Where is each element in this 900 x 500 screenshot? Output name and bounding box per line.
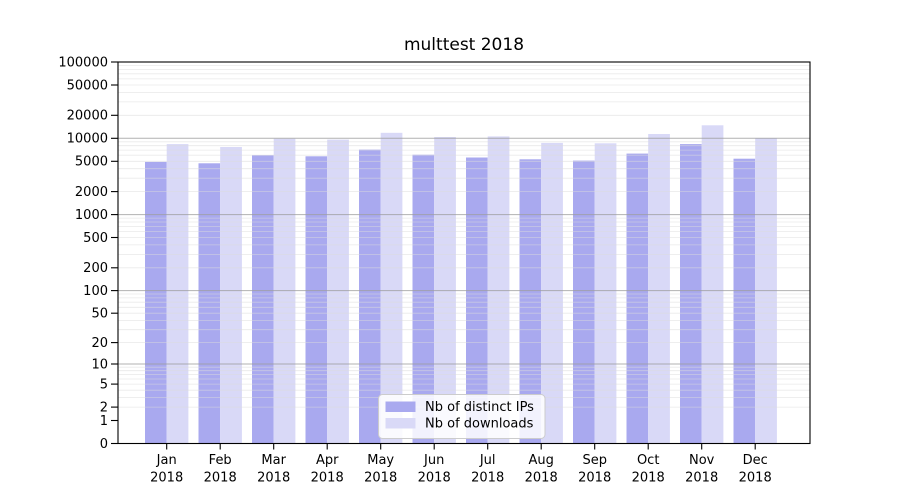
legend-label-nb-of-distinct-ips: Nb of distinct IPs <box>425 400 534 415</box>
bar-nb-of-downloads-sep-2018 <box>594 143 617 444</box>
x-axis-tick-label: Nov 2018 <box>685 453 718 486</box>
y-axis-tick-label: 2000 <box>75 185 108 200</box>
x-axis-tick-label: Dec 2018 <box>739 453 772 486</box>
bar-nb-of-downloads-feb-2018 <box>220 147 242 444</box>
y-axis-tick-label: 200 <box>83 261 108 276</box>
x-axis-tick-label: Oct 2018 <box>632 453 665 486</box>
bar-nb-of-distinct-ips-oct-2018 <box>626 153 649 444</box>
y-axis-tick-label: 20 <box>91 336 108 351</box>
legend: Nb of distinct IPs Nb of downloads <box>378 394 546 439</box>
y-axis-tick-label: 100000 <box>58 55 108 70</box>
bar-nb-of-distinct-ips-apr-2018 <box>305 156 328 444</box>
y-axis-tick-label: 10 <box>91 357 108 372</box>
y-axis-tick-label: 500 <box>83 231 108 246</box>
legend-swatch-nb-of-downloads <box>385 418 416 429</box>
legend-label-nb-of-downloads: Nb of downloads <box>425 417 534 432</box>
bar-nb-of-downloads-may-2018 <box>380 132 403 444</box>
bar-nb-of-distinct-ips-dec-2018 <box>733 158 756 444</box>
y-axis-tick-label: 0 <box>100 437 108 452</box>
chart-title: multtest 2018 <box>403 35 525 55</box>
x-axis-tick-label: Mar 2018 <box>257 453 290 486</box>
bar-nb-of-distinct-ips-mar-2018 <box>252 155 274 444</box>
y-axis-tick-label: 100 <box>83 284 108 299</box>
legend-swatch-nb-of-distinct-ips <box>385 401 416 412</box>
x-axis-tick-label: Apr 2018 <box>311 453 344 486</box>
x-axis-tick-label: Jun 2018 <box>418 453 451 486</box>
bar-nb-of-downloads-jul-2018 <box>487 136 510 444</box>
bar-nb-of-distinct-ips-may-2018 <box>359 149 381 444</box>
y-axis-tick-label: 2 <box>100 400 108 415</box>
bar-nb-of-distinct-ips-aug-2018 <box>519 159 542 444</box>
bar-nb-of-downloads-nov-2018 <box>701 125 724 444</box>
bar-nb-of-distinct-ips-feb-2018 <box>198 163 221 444</box>
y-axis-tick-label: 5 <box>100 377 108 392</box>
x-axis-tick-label: Jan 2018 <box>150 453 183 486</box>
y-axis-tick-label: 10000 <box>67 132 108 147</box>
y-axis-tick-label: 50 <box>91 306 108 321</box>
y-axis-tick-label: 1000 <box>75 208 108 223</box>
x-axis: Jan 2018 Feb 2018 Mar 2018 Apr 2018 May 2018 Jun 20… <box>150 443 772 486</box>
y-axis-tick-label: 50000 <box>67 78 108 93</box>
legend-box <box>378 394 546 439</box>
bar-nb-of-distinct-ips-jun-2018 <box>412 154 435 444</box>
x-axis-tick-label: Sep 2018 <box>578 453 611 486</box>
bar-nb-of-downloads-oct-2018 <box>648 134 670 444</box>
bar-nb-of-distinct-ips-jul-2018 <box>466 157 488 444</box>
y-axis-tick-label: 1 <box>100 414 108 429</box>
x-axis-tick-label: Jul 2018 <box>471 453 504 486</box>
x-axis-tick-label: May 2018 <box>364 453 397 486</box>
y-axis-tick-label: 20000 <box>67 109 108 124</box>
plot-frame <box>117 61 811 445</box>
gridlines <box>118 65 810 408</box>
x-axis-tick-label: Aug 2018 <box>525 453 558 486</box>
y-axis-tick-label: 5000 <box>75 155 108 170</box>
y-axis: 1000005000020000100005000200010005002001… <box>58 55 118 452</box>
x-axis-tick-label: Feb 2018 <box>204 453 237 486</box>
bar-nb-of-distinct-ips-jan-2018 <box>145 161 167 444</box>
